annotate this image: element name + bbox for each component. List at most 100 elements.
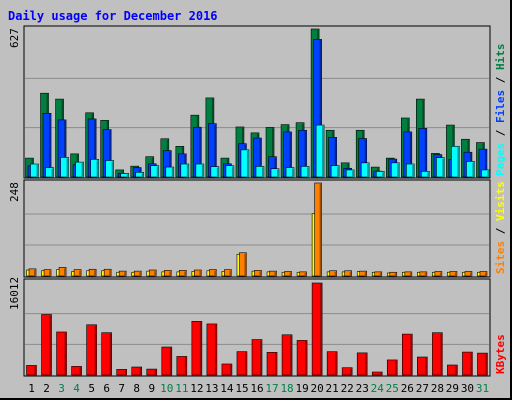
sites-bar-11-shade [184,271,187,276]
pages-bar-18-shade [292,168,295,177]
pages-bar-17-shade [277,169,280,177]
sites-bar-29-shade [454,272,457,276]
kbytes-bar-6-shade [109,333,112,375]
files-bar-21-shade [334,138,337,177]
x-tick-label-1: 1 [28,382,35,395]
top-legend: Pages / Files / Hits [494,44,507,177]
svg-text:Sites / Visits: Sites / Visits [494,181,507,274]
kbytes-bar-1-shade [34,366,37,375]
sites-bar-18-shade [289,272,292,276]
kbytes-bar-26-shade [410,335,413,375]
x-tick-label-8: 8 [133,382,140,395]
x-tick-label-6: 6 [103,382,110,395]
pages-bar-8-shade [141,173,144,177]
kbytes-bar-12-shade [199,322,202,375]
kbytes-bar-22-shade [350,368,353,375]
kbytes-bar-29-shade [455,366,458,375]
sites-bar-7-shade [124,272,127,276]
x-tick-label-16: 16 [250,382,263,395]
sites-bar-23-shade [364,272,367,276]
files-bar-23-shade [364,139,367,177]
middle-legend: Sites / Visits [494,181,507,274]
chart-title: Daily usage for December 2016 [8,9,218,23]
x-tick-label-3: 3 [58,382,65,395]
x-tick-label-18: 18 [280,382,293,395]
kbytes-bar-3-shade [64,332,67,375]
pages-bar-12-shade [201,165,204,177]
kbytes-bar-10-shade [169,348,172,375]
sites-bar-21-shade [334,271,337,276]
sites-bar-13-shade [214,270,217,276]
pages-bar-9-shade [156,166,159,177]
kbytes-bar-20-shade [320,284,323,375]
sites-bar-26-shade [409,272,412,276]
x-tick-label-24: 24 [371,382,385,395]
pages-bar-1-shade [36,165,39,177]
pages-bar-11-shade [186,165,189,177]
x-tick-label-5: 5 [88,382,95,395]
sites-bar-31-shade [484,272,487,276]
pages-bar-23-shade [367,163,370,177]
sites-bar-9-shade [154,271,157,276]
kbytes-bar-5-shade [94,325,97,375]
files-bar-2-shade [49,114,52,177]
sites-bar-17-shade [274,272,277,276]
x-tick-label-10: 10 [160,382,173,395]
files-bar-19-shade [304,131,307,177]
kbytes-bar-16 [251,339,263,376]
x-tick-label-26: 26 [401,382,414,395]
kbytes-bar-21-shade [335,352,338,375]
pages-bar-25-shade [397,163,400,177]
legend-sites: Sites [494,241,507,274]
sites-bar-22-shade [349,271,352,276]
pages-bar-4-shade [81,163,84,177]
pages-bar-22-shade [352,170,355,177]
x-tick-label-17: 17 [265,382,278,395]
files-bar-17-shade [274,157,277,177]
files-bar-18-shade [289,132,292,177]
kbytes-bar-2-shade [49,315,52,375]
x-tick-label-11: 11 [175,382,188,395]
x-tick-label-7: 7 [118,382,125,395]
sites-bar-6-shade [109,270,112,276]
kbytes-bar-23-shade [365,353,368,375]
pages-bar-29-shade [457,147,460,177]
x-tick-label-25: 25 [386,382,399,395]
x-tick-label-20: 20 [311,382,324,395]
files-bar-26-shade [409,132,412,177]
files-bar-13-shade [214,124,217,177]
kbytes-bar-28-shade [440,333,443,375]
kbytes-bar-24-shade [380,373,383,375]
kbytes-bar-19-shade [305,341,308,375]
pages-bar-5-shade [96,160,99,177]
pages-bar-31-shade [487,170,490,177]
pages-bar-26-shade [412,165,415,177]
sites-bar-1-shade [34,269,36,276]
sites-bar-5-shade [94,270,97,276]
x-tick-label-21: 21 [326,382,339,395]
files-bar-12-shade [199,128,202,177]
files-bar-16-shade [259,139,262,177]
pages-bar-21-shade [337,166,340,177]
sites-bar-25-shade [394,273,397,276]
x-tick-label-12: 12 [190,382,203,395]
legend-sep-2: / [494,70,507,90]
sites-bar-30-shade [469,272,472,276]
legend-files: Files [494,90,507,123]
kbytes-bar-16-shade [259,340,262,375]
legend-visits: Visits [494,181,507,221]
sites-bar-27-shade [424,272,427,276]
kbytes-bar-15-shade [244,352,247,375]
kbytes-bar-9-shade [154,370,157,375]
kbytes-bar-27-shade [425,358,428,375]
pages-bar-13-shade [216,167,219,177]
pages-bar-30-shade [472,162,475,177]
files-bar-31-shade [484,150,487,177]
pages-bar-16 [255,166,265,178]
files-bar-3-shade [64,120,67,177]
x-tick-label-30: 30 [461,382,474,395]
middle-panel-area [23,179,491,278]
sites-bar-20-shade [319,184,322,276]
pages-bar-14-shade [231,166,234,177]
